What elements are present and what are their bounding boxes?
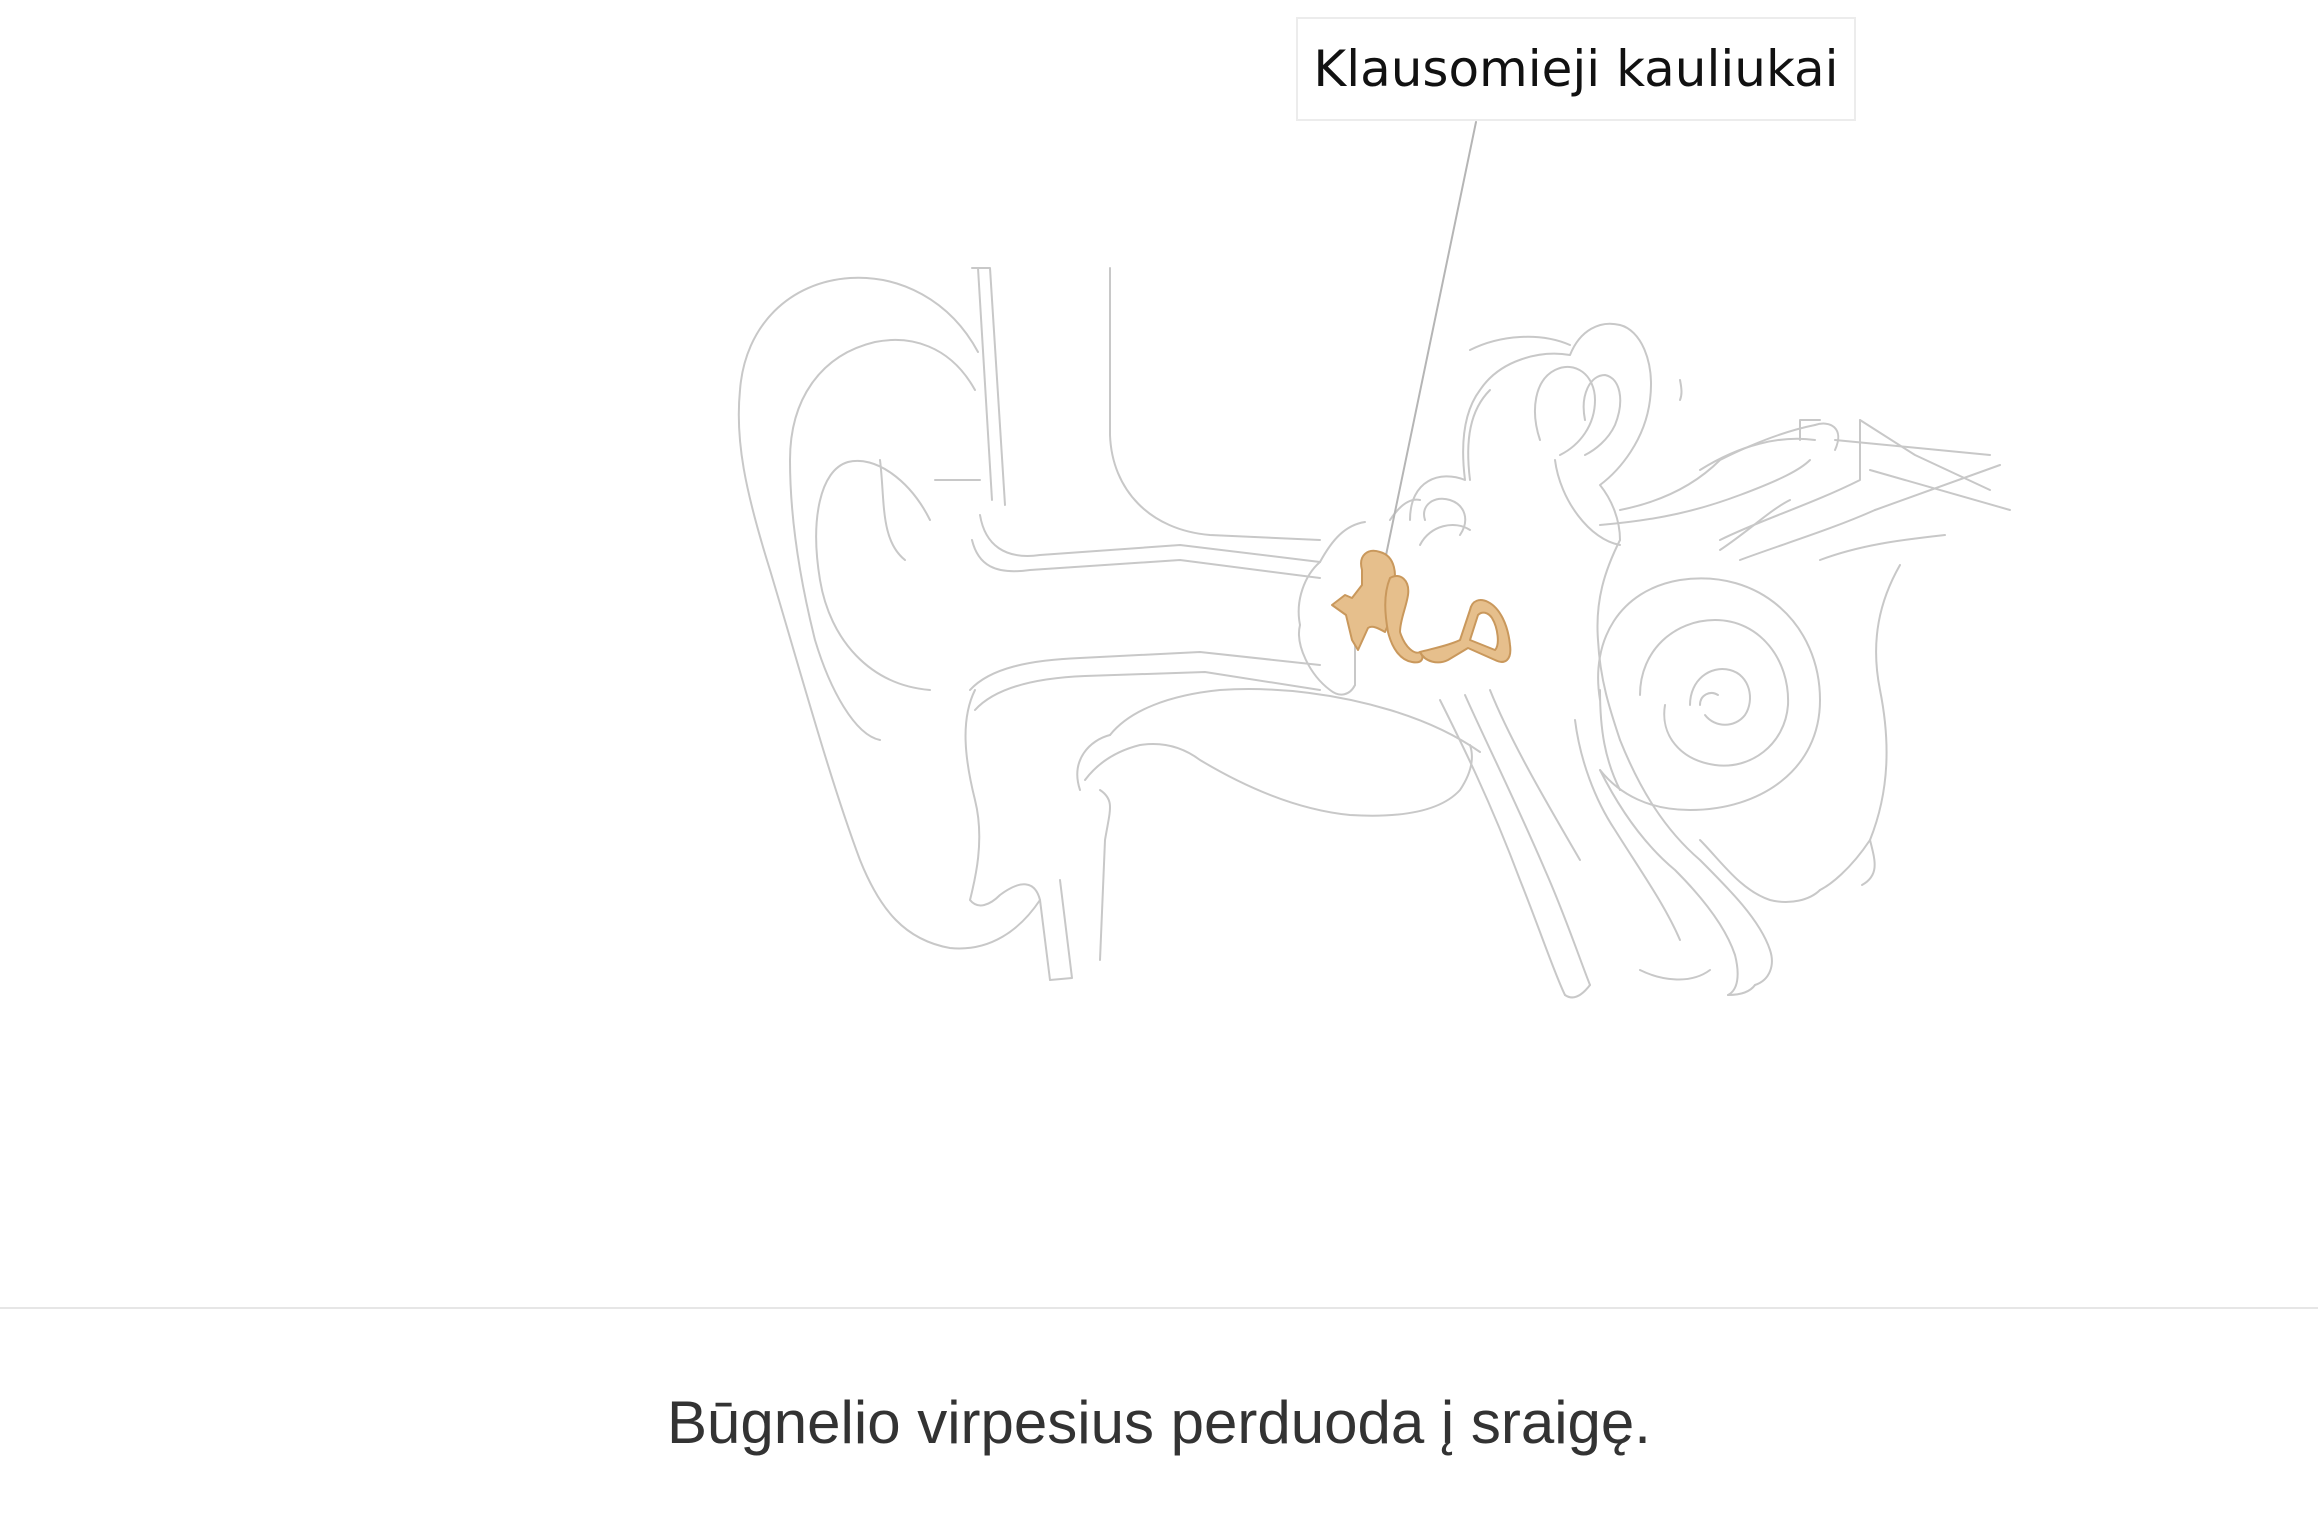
eustachian-tube	[1439, 689, 1591, 999]
auditory-nerve	[1599, 419, 2011, 561]
stapes-shape	[1419, 599, 1512, 664]
ear-canal	[969, 514, 1321, 711]
skull-outline	[971, 267, 1321, 541]
ossicles-leader-line	[1384, 121, 1477, 561]
ossicles-label: Klausomieji kauliukai	[1296, 17, 1856, 121]
lower-structures	[964, 688, 1481, 981]
middle-ear-cavity	[1298, 498, 1421, 696]
inner-ear-outline	[1409, 322, 1683, 741]
cochlea-outline	[1597, 577, 1821, 811]
caption-text: Būgnelio virpesius perduoda į sraigę.	[667, 1389, 1651, 1456]
ossicles-label-text: Klausomieji kauliukai	[1313, 40, 1839, 98]
pinna-outline	[737, 276, 1041, 950]
caption-panel: Būgnelio virpesius perduoda į sraigę.	[0, 1307, 2318, 1524]
incus-shape	[1384, 575, 1424, 664]
temporal-bone-right	[1574, 564, 1901, 996]
ossicles-highlight	[1331, 550, 1512, 664]
